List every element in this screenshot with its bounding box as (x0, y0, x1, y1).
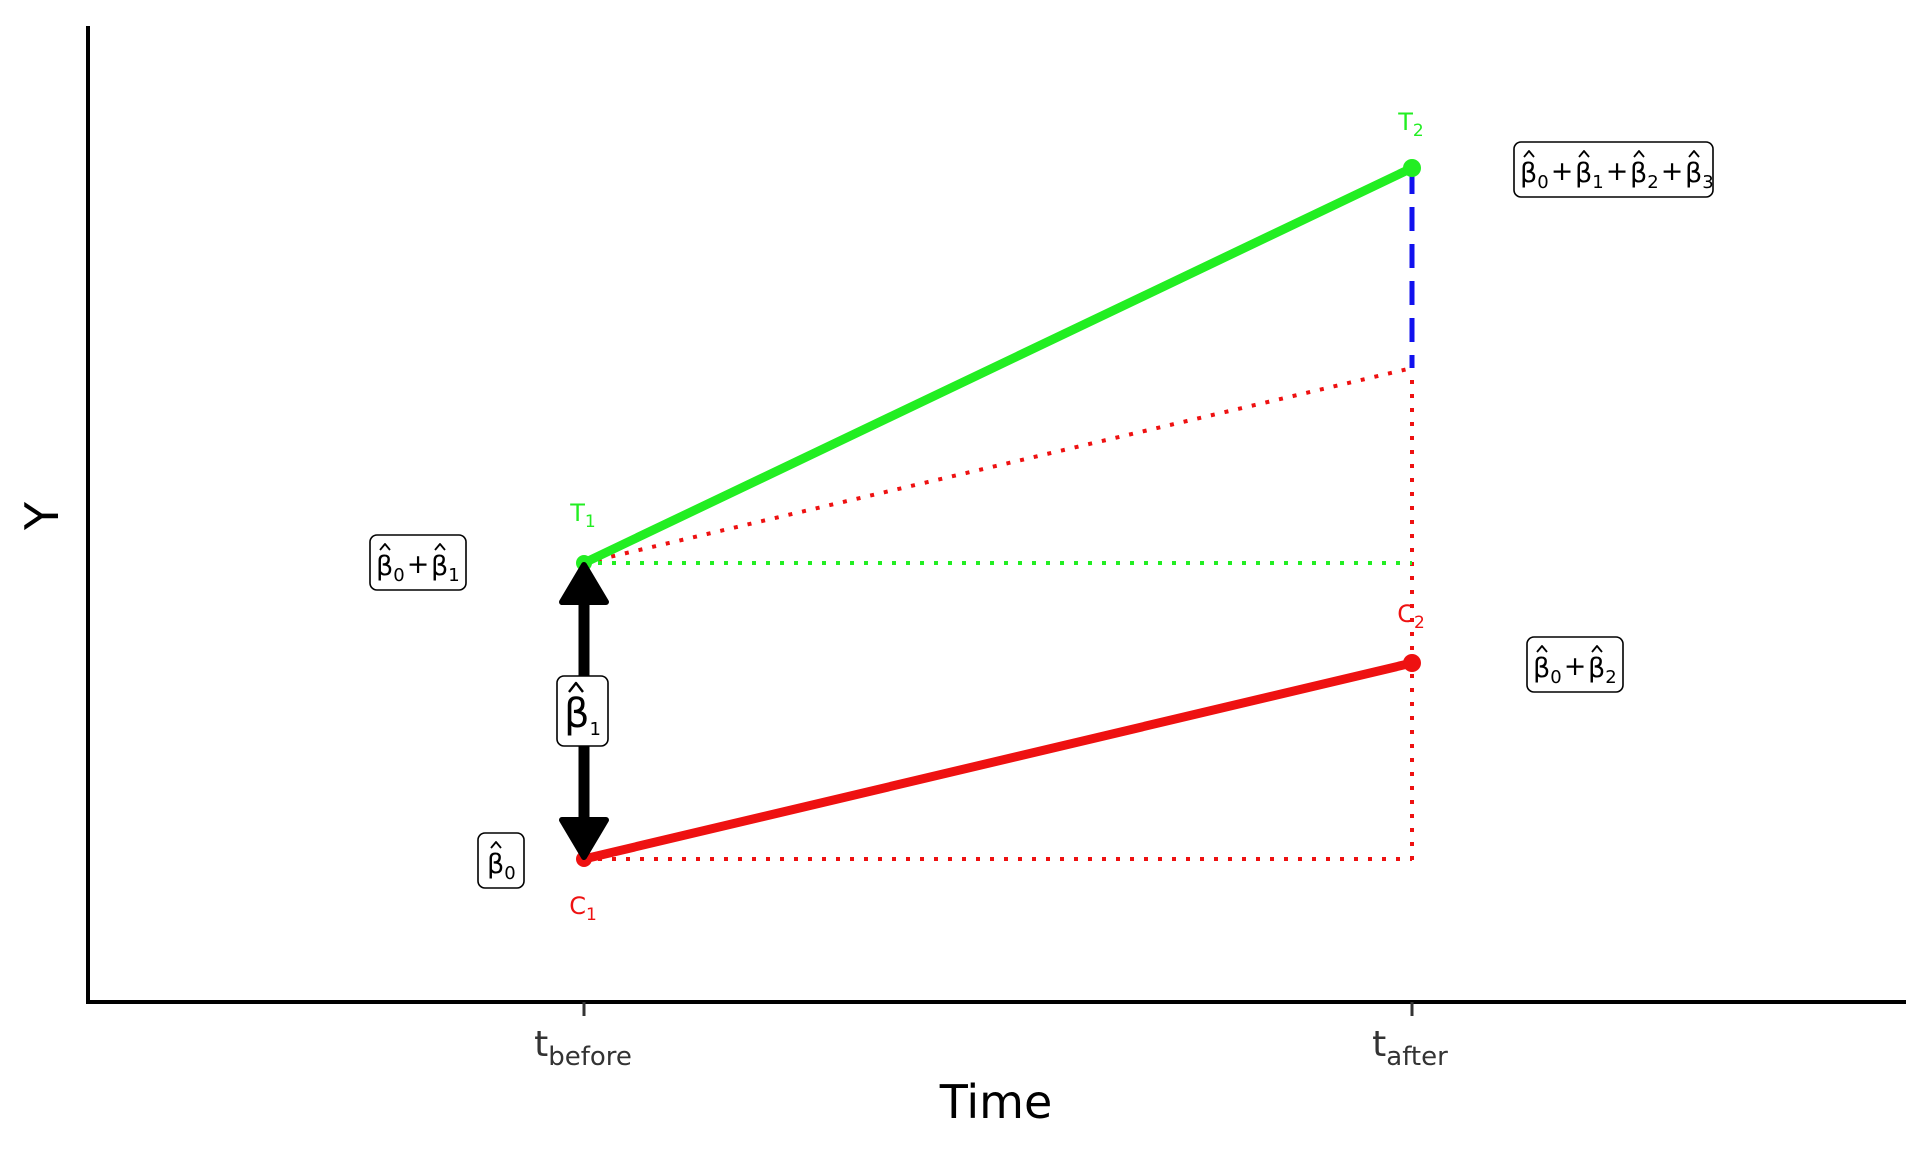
arrow-head-down (559, 817, 609, 860)
plus-sign: + (407, 549, 430, 580)
svg-text:β1: β1 (431, 551, 460, 586)
label-b0: β0 (477, 832, 525, 889)
treatment-line (579, 163, 1417, 568)
point-t2 (1403, 159, 1421, 177)
beta-term-0: β0 (376, 543, 405, 586)
x-axis-title: Time (939, 1075, 1053, 1129)
svg-text:β2: β2 (1588, 653, 1617, 688)
point-label-t1: T1 (569, 499, 596, 532)
point-label-c2: C2 (1397, 600, 1425, 633)
svg-text:β0: β0 (487, 849, 516, 884)
plus-sign: + (1606, 156, 1629, 187)
beta-term-3: β3 (1685, 150, 1714, 193)
svg-text:β0: β0 (1533, 653, 1562, 688)
point-c2 (1403, 654, 1421, 672)
beta-term-2: β2 (1588, 645, 1617, 688)
svg-text:β1: β1 (1575, 158, 1604, 193)
beta-term-1: β1 (564, 681, 601, 740)
svg-text:β3: β3 (1685, 158, 1714, 193)
plus-sign: + (1661, 156, 1684, 187)
beta-term-0: β0 (1520, 150, 1549, 193)
beta-term-2: β2 (1630, 150, 1659, 193)
beta-term-1: β1 (1575, 150, 1604, 193)
beta-term-0: β0 (487, 841, 516, 884)
label-b1: β1 (556, 675, 609, 747)
beta-term-0: β0 (1533, 645, 1562, 688)
x-tick-label-before: tbefore (534, 1024, 632, 1072)
counterfactual-trend-dotted (583, 366, 1413, 565)
control-line (579, 658, 1417, 864)
svg-text:β2: β2 (1630, 158, 1659, 193)
plus-sign: + (1564, 651, 1587, 682)
arrow-head-up (559, 562, 609, 605)
point-label-t2: T2 (1397, 108, 1424, 141)
label-b0-b1: β0 + β1 (369, 534, 467, 591)
label-b0-b1-b2-b3: β0 + β1 + β2 + β3 (1513, 141, 1714, 198)
svg-text:β1: β1 (564, 691, 601, 740)
svg-text:β0: β0 (1520, 158, 1549, 193)
plus-sign: + (1551, 156, 1574, 187)
beta-term-1: β1 (431, 543, 460, 586)
x-tick-label-after: tafter (1372, 1024, 1448, 1072)
label-b0-b2: β0 + β2 (1526, 636, 1624, 693)
svg-text:β0: β0 (376, 551, 405, 586)
point-label-c1: C1 (569, 892, 597, 925)
y-axis-title: Y (15, 501, 69, 531)
